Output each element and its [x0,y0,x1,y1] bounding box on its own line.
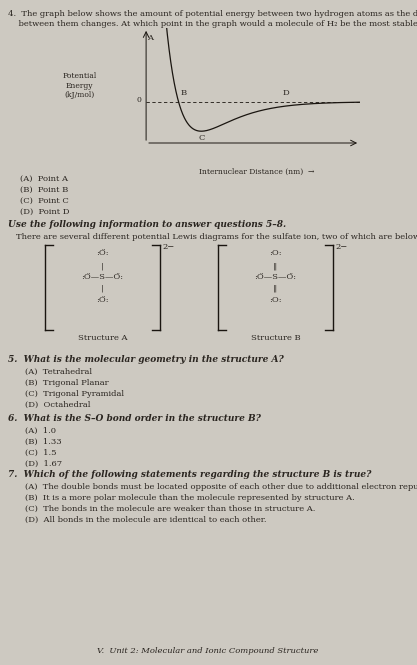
Text: :O:: :O: [269,249,282,257]
Text: Internuclear Distance (nm)  →: Internuclear Distance (nm) → [199,168,314,176]
Text: D: D [283,89,290,97]
Text: (D)  Point D: (D) Point D [20,208,70,216]
Text: (C)  Point C: (C) Point C [20,197,69,205]
Text: |: | [101,262,104,270]
Text: Potential
Energy
(kJ/mol): Potential Energy (kJ/mol) [62,72,96,99]
Text: (A)  1.0: (A) 1.0 [25,427,56,435]
Text: Structure B: Structure B [251,334,300,342]
Text: ‖: ‖ [274,285,278,293]
Text: 2−: 2− [335,243,347,251]
Text: (B)  Trigonal Planar: (B) Trigonal Planar [25,379,108,387]
Text: :Ö:: :Ö: [96,249,109,257]
Text: A: A [147,34,153,42]
Text: ‖: ‖ [274,262,278,270]
Text: Use the following information to answer questions 5–8.: Use the following information to answer … [8,220,286,229]
Text: (C)  1.5: (C) 1.5 [25,449,56,457]
Text: :Ö:: :Ö: [96,296,109,304]
Text: 4.  The graph below shows the amount of potential energy between two hydrogen at: 4. The graph below shows the amount of p… [8,10,417,18]
Text: C: C [198,134,204,142]
Text: B: B [181,89,186,97]
Text: There are several different potential Lewis diagrams for the sulfate ion, two of: There are several different potential Le… [16,233,417,241]
Text: :Ö—S—Ö:: :Ö—S—Ö: [254,273,296,281]
Text: (B)  1.33: (B) 1.33 [25,438,62,446]
Text: (A)  Point A: (A) Point A [20,175,68,183]
Text: (C)  Trigonal Pyramidal: (C) Trigonal Pyramidal [25,390,124,398]
Text: 0: 0 [137,96,141,104]
Text: Structure A: Structure A [78,334,127,342]
Text: 2−: 2− [162,243,174,251]
Text: 5.  What is the molecular geometry in the structure A?: 5. What is the molecular geometry in the… [8,355,284,364]
Text: between them changes. At which point in the graph would a molecule of H₂ be the : between them changes. At which point in … [8,21,417,29]
Text: :O:: :O: [269,296,282,304]
Text: (D)  All bonds in the molecule are identical to each other.: (D) All bonds in the molecule are identi… [25,516,266,524]
Text: (A)  Tetrahedral: (A) Tetrahedral [25,368,92,376]
Text: 7.  Which of the following statements regarding the structure B is true?: 7. Which of the following statements reg… [8,470,372,479]
Text: (B)  It is a more polar molecule than the molecule represented by structure A.: (B) It is a more polar molecule than the… [25,494,355,502]
Text: 6.  What is the S–O bond order in the structure B?: 6. What is the S–O bond order in the str… [8,414,261,423]
Text: |: | [101,285,104,293]
Text: :Ö—S—Ö:: :Ö—S—Ö: [81,273,123,281]
Text: (D)  1.67: (D) 1.67 [25,460,62,468]
Text: (B)  Point B: (B) Point B [20,186,68,194]
Text: V.  Unit 2: Molecular and Ionic Compound Structure: V. Unit 2: Molecular and Ionic Compound … [97,647,319,655]
Text: (C)  The bonds in the molecule are weaker than those in structure A.: (C) The bonds in the molecule are weaker… [25,505,315,513]
Text: (D)  Octahedral: (D) Octahedral [25,401,90,409]
Text: (A)  The double bonds must be located opposite of each other due to additional e: (A) The double bonds must be located opp… [25,483,417,491]
